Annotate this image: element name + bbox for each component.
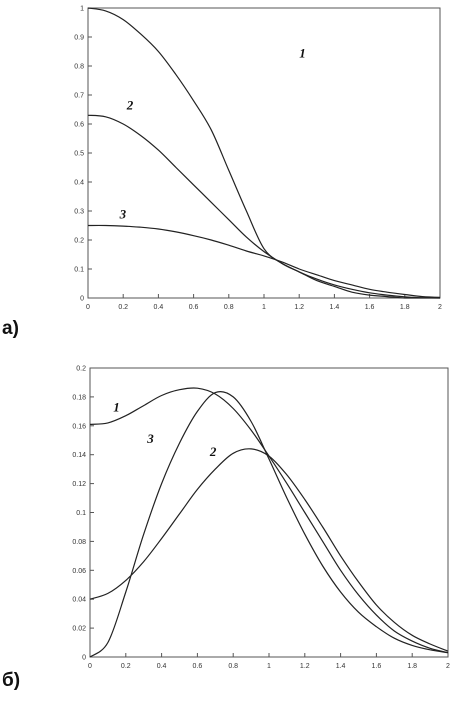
x-tick-label-a: 0 xyxy=(86,304,90,311)
y-tick-label-b: 0.18 xyxy=(72,394,86,401)
plot-frame-b xyxy=(89,367,449,658)
x-tick-label-b: 0 xyxy=(88,663,92,670)
panel-label-b: б) xyxy=(2,670,21,691)
x-tick-label-a: 0.6 xyxy=(189,304,199,311)
y-tick-label-b: 0.06 xyxy=(72,568,86,575)
chart-a: 0 0.2 0.4 0.6 0.8 1 1.2 1.4 1.6 1.8 2 0 0.1 0.2 0.3 0.4… xyxy=(74,6,442,312)
x-tick-label-a: 0.8 xyxy=(224,304,234,311)
series-line-b-3 xyxy=(89,390,449,658)
series-line-a-3 xyxy=(87,224,441,298)
series-label-a-1: 1 xyxy=(299,45,306,60)
x-tick-label-a: 0.4 xyxy=(154,304,164,311)
series-line-a-2 xyxy=(87,114,441,299)
y-tick-label-a: 0.6 xyxy=(74,122,84,129)
x-tick-label-a: 1.6 xyxy=(365,304,375,311)
y-tick-label-a: 0.2 xyxy=(74,238,84,245)
series-line-b-2 xyxy=(89,448,449,652)
x-tick-label-b: 0.4 xyxy=(157,663,167,670)
plot-frame-a xyxy=(87,7,441,299)
y-tick-label-a: 0.8 xyxy=(74,64,84,71)
x-tick-label-b: 0.6 xyxy=(193,663,203,670)
series-label-a-3: 3 xyxy=(119,206,127,221)
y-tick-label-b: 0.12 xyxy=(72,481,86,488)
y-tick-label-a: 0.5 xyxy=(74,151,84,158)
series-label-b-2: 2 xyxy=(209,444,217,459)
series-label-b-1: 1 xyxy=(113,399,120,414)
y-tick-label-a: 0.9 xyxy=(74,35,84,42)
x-tick-label-b: 1.8 xyxy=(407,663,417,670)
y-tick-label-b: 0.02 xyxy=(72,626,86,633)
chart-b: 0 0.2 0.4 0.6 0.8 1 1.2 1.4 1.6 1.8 2 0 0.02 0.04 0.06… xyxy=(72,366,450,671)
y-tick-label-a: 0.7 xyxy=(74,93,84,100)
y-tick-label-b: 0.04 xyxy=(72,597,86,604)
y-tick-label-b: 0.14 xyxy=(72,452,86,459)
x-tick-label-b: 1.2 xyxy=(300,663,310,670)
x-tick-label-b: 0.2 xyxy=(121,663,131,670)
y-tick-label-b: 0.2 xyxy=(76,366,86,373)
y-tick-label-a: 0.1 xyxy=(74,267,84,274)
series-line-b-1 xyxy=(89,387,449,654)
series-label-a-2: 2 xyxy=(126,98,134,113)
x-tick-label-b: 2 xyxy=(446,663,450,670)
y-tick-label-b: 0 xyxy=(82,655,86,662)
panel-label-a: а) xyxy=(2,318,19,339)
series-line-a-1 xyxy=(87,7,440,299)
x-tick-label-a: 2 xyxy=(438,304,442,311)
y-tick-label-b: 0.08 xyxy=(72,539,86,546)
y-tick-label-a: 0.3 xyxy=(74,209,84,216)
y-tick-label-a: 0 xyxy=(80,296,84,303)
y-tick-label-b: 0.16 xyxy=(72,423,86,430)
x-tick-label-b: 1.4 xyxy=(336,663,346,670)
x-tick-label-b: 1.6 xyxy=(372,663,382,670)
y-tick-label-a: 1 xyxy=(80,6,84,13)
y-tick-label-a: 0.4 xyxy=(74,180,84,187)
series-label-b-3: 3 xyxy=(146,431,154,446)
y-tick-label-b: 0.1 xyxy=(76,510,86,517)
x-tick-label-b: 1 xyxy=(267,663,271,670)
x-tick-label-a: 0.2 xyxy=(118,304,128,311)
x-tick-label-b: 0.8 xyxy=(228,663,238,670)
x-tick-label-a: 1.4 xyxy=(330,304,340,311)
x-tick-label-a: 1 xyxy=(262,304,266,311)
x-tick-label-a: 1.2 xyxy=(294,304,304,311)
x-tick-label-a: 1.8 xyxy=(400,304,410,311)
